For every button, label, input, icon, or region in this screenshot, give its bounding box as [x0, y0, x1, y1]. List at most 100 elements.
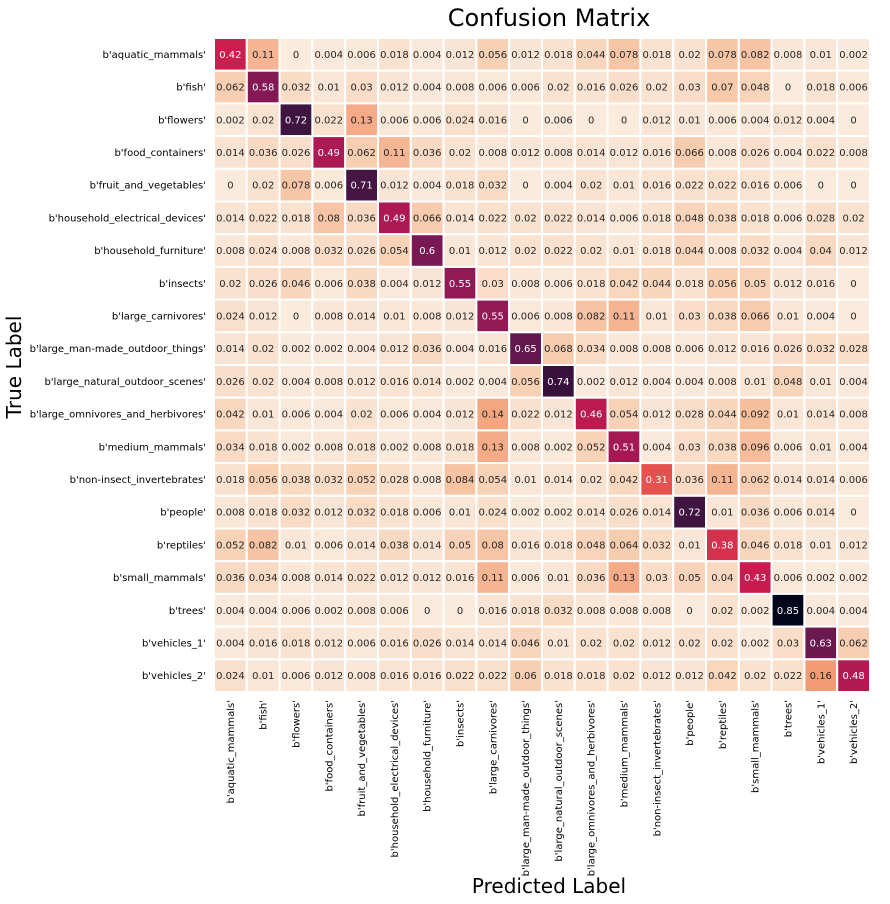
cell-value-r10-c12: 0.012 [610, 377, 639, 388]
cell-value-r13-c9: 0.01 [514, 475, 536, 486]
cell-value-r14-c0: 0.008 [216, 508, 245, 519]
y-tick-labels: b'aquatic_mammals' b'fish' b'flowers' b'foo… [30, 50, 206, 682]
heatmap-cell-r13-c14 [672, 462, 708, 497]
cell-value-r8-c10: 0.008 [544, 311, 573, 322]
cell-value-r4-c9: 0 [522, 181, 528, 192]
cell-value-r10-c16: 0.01 [744, 377, 766, 388]
cell-value-r5-c14: 0.048 [675, 213, 704, 224]
cell-value-r16-c2: 0.008 [282, 573, 311, 584]
cell-value-r13-c17: 0.014 [774, 475, 803, 486]
cell-value-r0-c14: 0.02 [678, 50, 700, 61]
heatmap-cell-r3-c5 [377, 135, 412, 170]
cell-value-r7-c19: 0 [850, 279, 856, 290]
cell-value-r17-c2: 0.006 [282, 606, 311, 617]
cell-value-r14-c19: 0 [850, 508, 856, 519]
cell-value-r9-c6: 0.036 [413, 344, 442, 355]
heatmap-cell-r6-c13 [639, 233, 675, 268]
cell-value-r7-c4: 0.038 [347, 279, 376, 290]
y-tick-label: b'fish' [176, 83, 206, 94]
cell-value-r4-c18: 0 [818, 181, 824, 192]
cell-value-r13-c10: 0.014 [544, 475, 573, 486]
heatmap-cell-r10-c19 [836, 364, 872, 399]
heatmap-cell-r3-c7 [442, 135, 478, 170]
cell-value-r19-c7: 0.022 [446, 671, 475, 682]
cell-value-r18-c7: 0.014 [446, 638, 475, 649]
cell-value-r19-c4: 0.008 [347, 671, 376, 682]
cell-value-r2-c14: 0.01 [678, 115, 700, 126]
cell-value-r9-c11: 0.034 [577, 344, 606, 355]
cell-value-r3-c7: 0.02 [449, 148, 471, 159]
heatmap-cell-r8-c7 [442, 298, 478, 334]
heatmap-cell-r12-c16 [737, 429, 773, 465]
cell-value-r2-c5: 0.006 [380, 115, 409, 126]
heatmap-cell-r5-c2 [278, 200, 314, 236]
cell-value-r9-c15: 0.012 [708, 344, 737, 355]
cell-value-r17-c17: 0.85 [777, 606, 799, 617]
heatmap-cell-r4-c19 [836, 167, 872, 203]
heatmap-cell-r15-c7 [442, 527, 478, 563]
cell-value-r4-c4: 0.71 [350, 181, 372, 192]
cell-value-r11-c18: 0.014 [806, 410, 835, 421]
heatmap-cell-r4-c0 [213, 167, 248, 203]
heatmap-cell-r4-c16 [737, 167, 773, 203]
cell-value-r16-c9: 0.006 [511, 573, 540, 584]
cell-value-r19-c8: 0.022 [478, 671, 507, 682]
cell-value-r4-c10: 0.004 [544, 181, 573, 192]
heatmap-cell-r17-c19 [836, 592, 872, 628]
y-tick-label: b'people' [160, 508, 206, 519]
cell-value-r17-c0: 0.004 [216, 606, 245, 617]
cell-value-r19-c1: 0.01 [252, 671, 274, 682]
cell-value-r1-c2: 0.032 [282, 83, 311, 94]
cell-value-r16-c12: 0.13 [613, 573, 635, 584]
heatmap-cell-r19-c12 [606, 658, 642, 693]
cell-value-r19-c9: 0.06 [514, 671, 536, 682]
cell-value-r17-c19: 0.004 [839, 606, 868, 617]
cell-value-r12-c9: 0.008 [511, 442, 540, 453]
cell-value-r6-c1: 0.024 [249, 246, 278, 257]
cell-value-r10-c0: 0.026 [216, 377, 245, 388]
cell-value-r3-c3: 0.49 [318, 148, 340, 159]
heatmap-cell-r10-c6 [409, 364, 445, 399]
cell-value-r17-c14: 0 [686, 606, 692, 617]
heatmap-cell-r12-c6 [409, 429, 445, 465]
heatmap-cell-r7-c8 [475, 265, 511, 301]
y-tick-label: b'vehicles_1' [142, 638, 206, 649]
cell-value-r17-c3: 0.002 [314, 606, 343, 617]
heatmap-cell-r11-c11 [573, 396, 609, 432]
heatmap-cell-r13-c2 [278, 462, 314, 497]
cell-value-r18-c10: 0.01 [547, 638, 569, 649]
heatmap-cell-r11-c15 [705, 396, 740, 432]
cell-value-r19-c12: 0.02 [613, 671, 635, 682]
heatmap-cell-r5-c15 [705, 200, 740, 236]
y-tick-label: b'large_carnivores' [112, 311, 206, 322]
heatmap-cell-r5-c7 [442, 200, 478, 236]
cell-value-r15-c16: 0.046 [741, 540, 770, 551]
cell-value-r9-c4: 0.004 [347, 344, 376, 355]
cell-value-r14-c3: 0.012 [314, 508, 343, 519]
cell-value-r11-c7: 0.012 [446, 410, 475, 421]
heatmap-cell-r4-c15 [705, 167, 740, 203]
cell-value-r4-c0: 0 [227, 181, 233, 192]
cell-value-r4-c17: 0.006 [774, 181, 803, 192]
cell-value-r13-c11: 0.02 [580, 475, 602, 486]
heatmap-cell-r17-c4 [344, 592, 380, 628]
cell-value-r19-c6: 0.016 [413, 671, 442, 682]
cell-value-r16-c7: 0.016 [446, 573, 475, 584]
cell-value-r8-c1: 0.012 [249, 311, 278, 322]
cell-value-r18-c15: 0.02 [711, 638, 733, 649]
cell-value-r4-c7: 0.018 [446, 181, 475, 192]
x-tick-label: b'vehicles_1' [816, 700, 827, 764]
cell-value-r11-c5: 0.006 [380, 410, 409, 421]
cell-value-r16-c15: 0.04 [711, 573, 733, 584]
heatmap-cell-r9-c15 [705, 331, 740, 366]
cell-value-r3-c11: 0.014 [577, 148, 606, 159]
heatmap-cell-r16-c15 [705, 560, 740, 595]
x-tick-label: b'large_omnivores_and_herbivores' [587, 700, 598, 876]
cell-value-r0-c16: 0.082 [741, 50, 770, 61]
cell-value-r1-c0: 0.062 [216, 83, 245, 94]
cell-value-r2-c0: 0.002 [216, 115, 245, 126]
cell-value-r1-c13: 0.02 [646, 83, 668, 94]
cell-value-r1-c19: 0.006 [839, 83, 868, 94]
cell-value-r17-c5: 0.006 [380, 606, 409, 617]
heatmap-cell-r6-c0 [213, 233, 248, 268]
